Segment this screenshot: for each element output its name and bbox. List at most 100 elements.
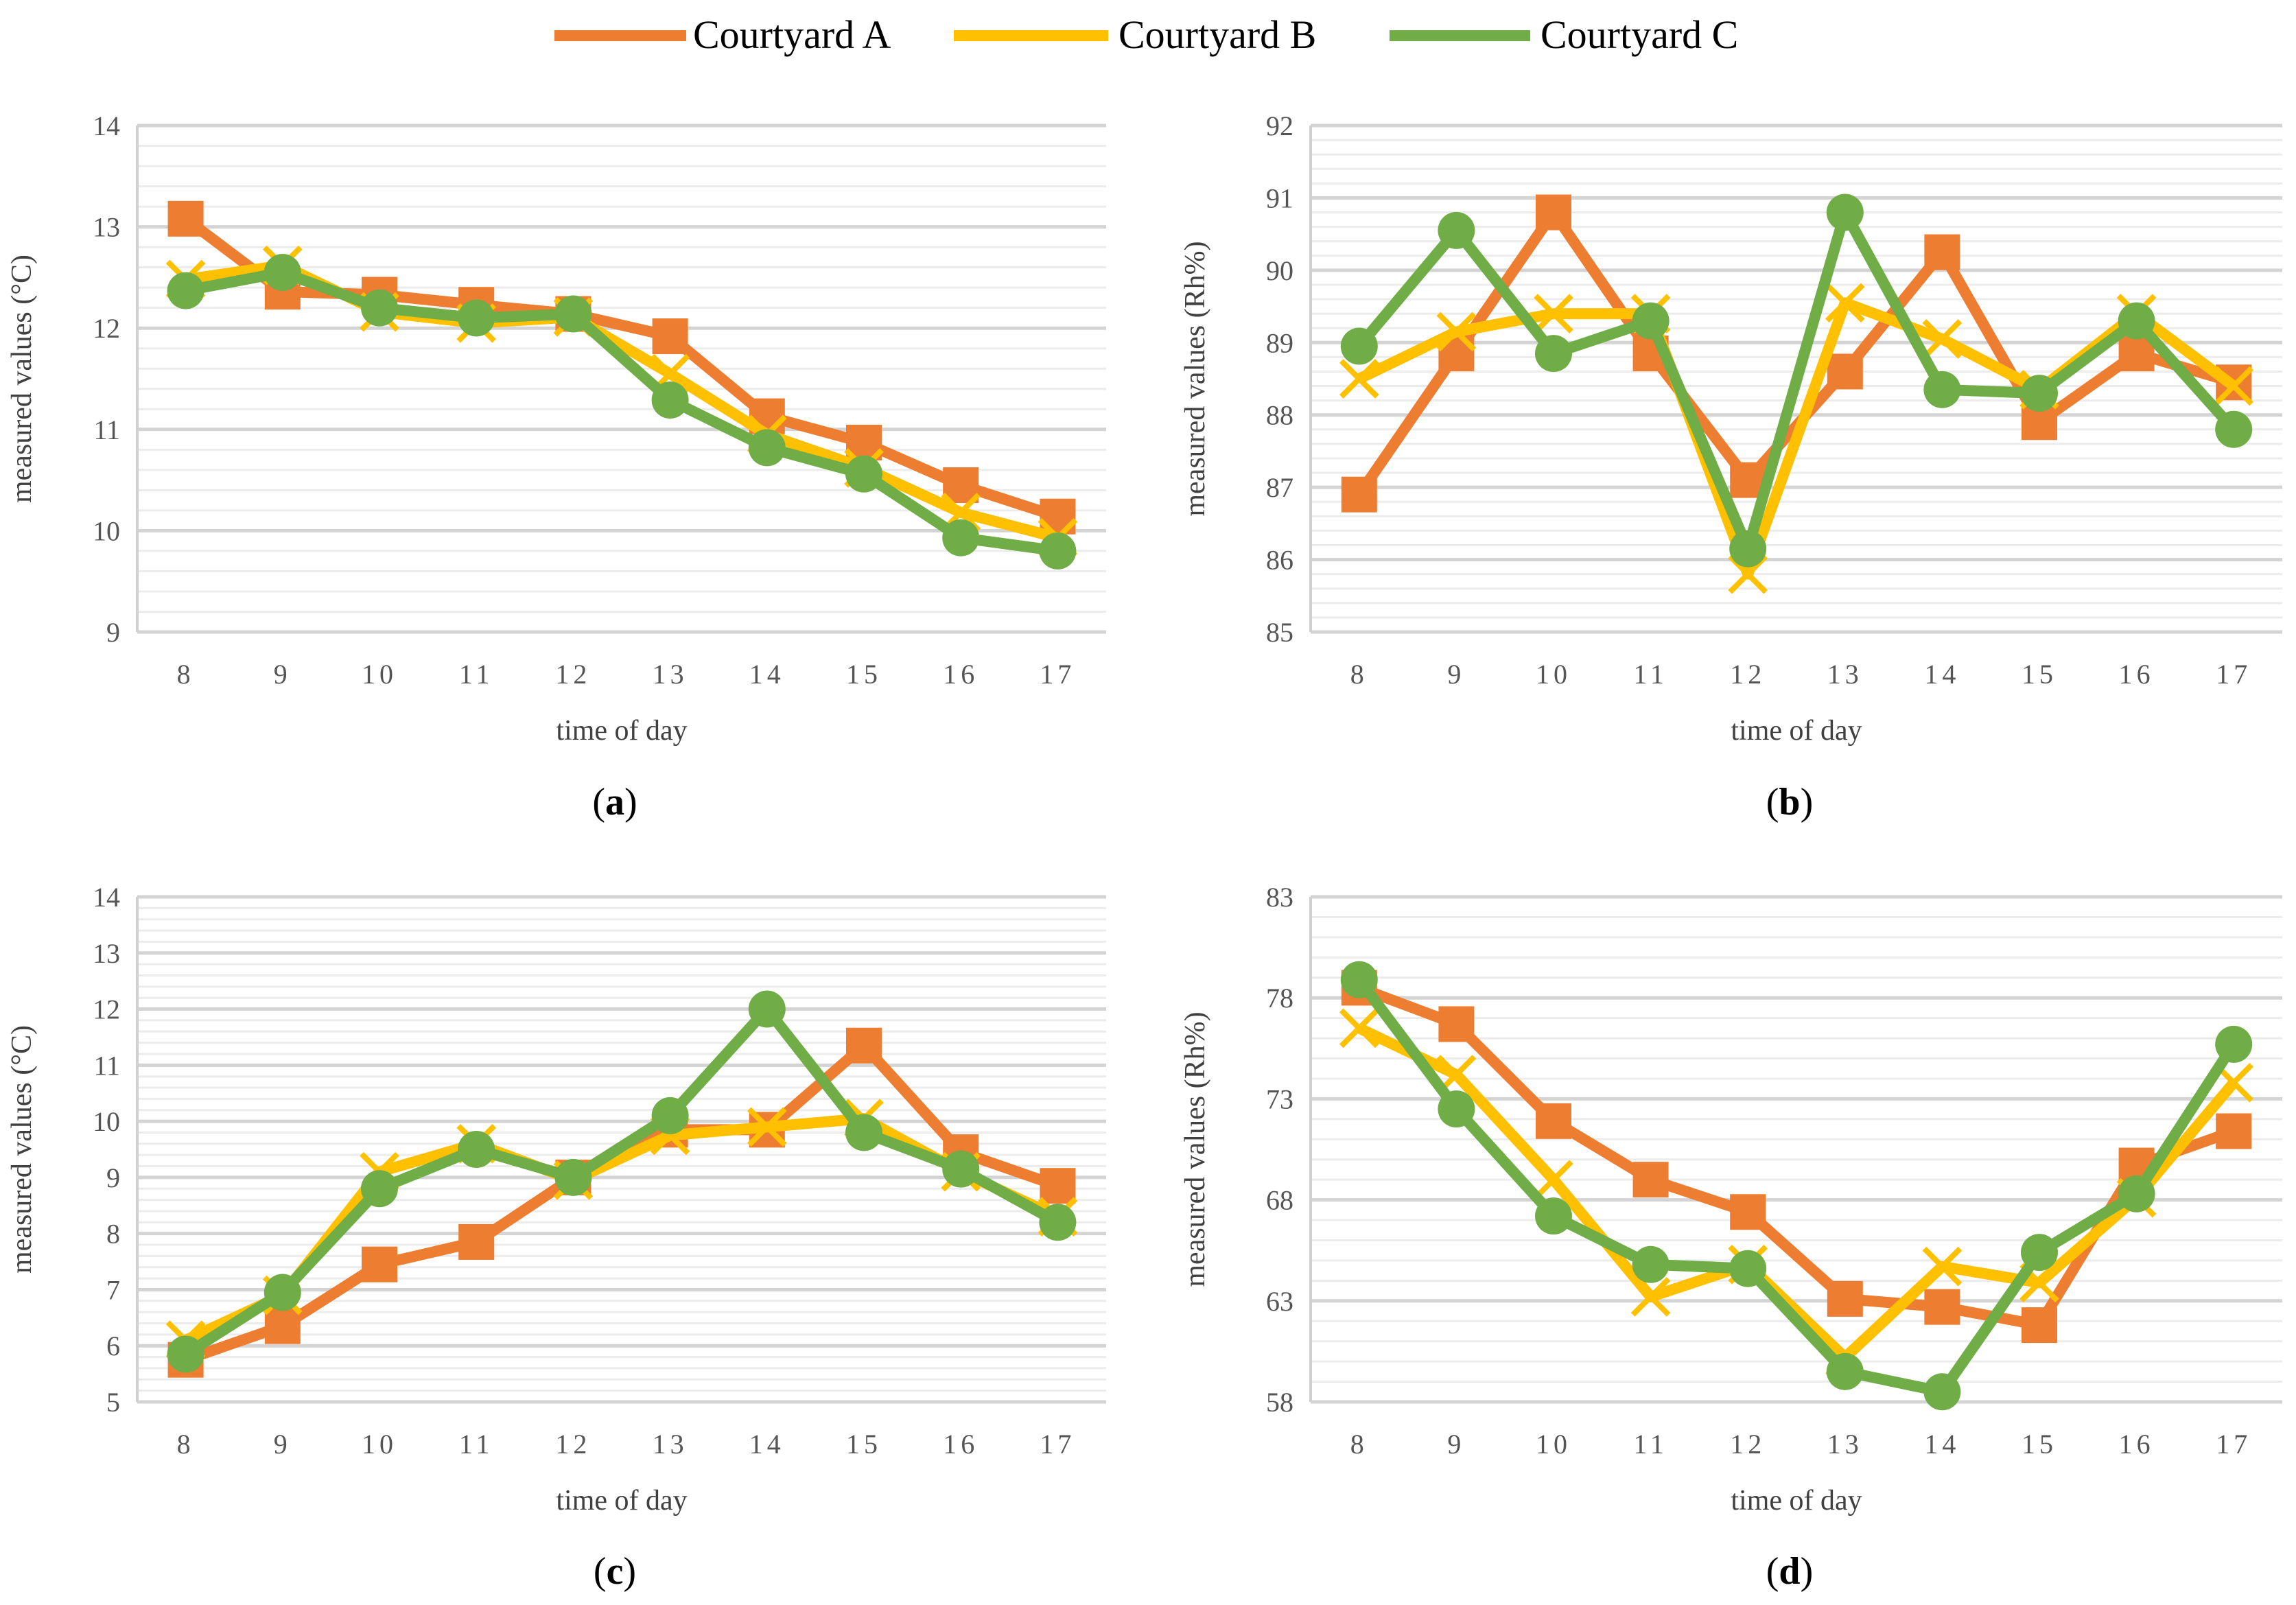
x-tick-label: 12 xyxy=(555,659,591,690)
data-point xyxy=(361,1170,398,1208)
data-point xyxy=(1923,1373,1961,1411)
data-point xyxy=(263,1274,301,1311)
x-tick-label: 12 xyxy=(1730,1429,1766,1460)
grid-b xyxy=(1309,124,2282,634)
x-tick-label: 15 xyxy=(2022,659,2057,690)
legend-label-c: Courtyard C xyxy=(1541,12,1738,57)
y-tick-label: 85 xyxy=(1266,617,1293,648)
data-point xyxy=(1729,1250,1767,1287)
data-point xyxy=(167,200,204,237)
data-point xyxy=(2118,302,2155,340)
data-point xyxy=(362,1246,397,1282)
data-point xyxy=(1730,1194,1766,1230)
y-tick-label: 10 xyxy=(93,1106,120,1137)
legend-label-a: Courtyard A xyxy=(693,12,891,57)
data-point xyxy=(554,1158,592,1196)
x-tick-label: 17 xyxy=(1040,1429,1075,1460)
data-point xyxy=(1341,476,1377,513)
x-tick-label: 14 xyxy=(1924,659,1960,690)
data-point xyxy=(1729,530,1767,567)
x-tick-label: 10 xyxy=(1536,1429,1571,1460)
y-tick-label: 5 xyxy=(106,1387,120,1418)
data-point xyxy=(1438,211,1475,249)
y-tick-label: 92 xyxy=(1266,110,1293,141)
data-point xyxy=(1536,1103,1571,1139)
x-tick-label: 16 xyxy=(2119,1429,2155,1460)
data-point xyxy=(2215,410,2253,448)
series-3 xyxy=(167,254,1077,570)
x-tick-label: 15 xyxy=(2022,1429,2057,1460)
data-point xyxy=(2214,366,2254,406)
x-tick-label: 17 xyxy=(2216,659,2251,690)
y-tick-label: 78 xyxy=(1266,983,1293,1014)
data-point xyxy=(458,1131,495,1168)
data-point xyxy=(361,289,398,327)
data-point xyxy=(1536,194,1571,231)
y-tick-label: 73 xyxy=(1266,1083,1293,1114)
y-tick-label: 6 xyxy=(106,1331,120,1361)
chart-panel-d: 58 63 68 73 78 83 8 9 10 11 12 13 14 15 16 17 measured … xyxy=(1180,882,2282,1593)
grid-a xyxy=(136,124,1106,634)
series-line xyxy=(183,1003,1061,1359)
y-tick-label: 14 xyxy=(93,110,120,141)
y-tick-label: 58 xyxy=(1266,1387,1293,1418)
y-tick-label: 87 xyxy=(1266,472,1293,503)
x-tick-label: 9 xyxy=(274,1429,292,1460)
data-point xyxy=(1924,234,1960,270)
data-point xyxy=(845,1114,882,1151)
y-tick-label: 13 xyxy=(93,938,120,969)
ticks-d: 58 63 68 73 78 83 8 9 10 11 12 13 14 15 16 17 xyxy=(1266,882,2251,1460)
ticks-a: 9 10 11 12 13 14 8 9 10 11 12 13 14 15 16 17 xyxy=(93,110,1071,690)
y-axis-label-c: measured values (°C) xyxy=(6,1025,38,1274)
data-point xyxy=(1632,1245,1670,1283)
y-tick-label: 11 xyxy=(93,1050,120,1081)
data-point xyxy=(1826,1352,1864,1390)
series-d xyxy=(1339,961,2254,1411)
x-tick-label: 12 xyxy=(1730,659,1766,690)
series-1 xyxy=(167,1027,1076,1378)
data-point xyxy=(1827,353,1863,390)
x-tick-label: 8 xyxy=(1350,1429,1368,1460)
data-point xyxy=(2215,1025,2253,1063)
x-tick-label: 17 xyxy=(2216,1429,2251,1460)
data-point xyxy=(1436,312,1477,352)
y-axis-label-d: measured values (Rh%) xyxy=(1180,1011,1211,1287)
x-tick-label: 14 xyxy=(749,659,785,690)
data-point xyxy=(1438,1090,1475,1128)
data-point xyxy=(1039,1204,1077,1241)
data-point xyxy=(167,1335,204,1373)
x-tick-label: 14 xyxy=(749,1429,785,1460)
series-line xyxy=(185,259,1059,543)
series-3 xyxy=(1340,961,2253,1411)
series-line xyxy=(185,267,1059,557)
data-point xyxy=(1340,327,1378,365)
y-tick-label: 86 xyxy=(1266,545,1293,576)
x-tick-label: 15 xyxy=(846,1429,882,1460)
data-point xyxy=(1438,1006,1475,1042)
data-point xyxy=(1827,1280,1863,1317)
x-tick-label: 9 xyxy=(1447,1429,1465,1460)
data-point xyxy=(1040,1168,1076,1204)
caption-b: (b) xyxy=(1766,781,1813,823)
x-tick-label: 8 xyxy=(177,659,195,690)
x-tick-label: 15 xyxy=(846,659,882,690)
data-point xyxy=(748,429,786,467)
data-point xyxy=(845,455,882,493)
y-axis-label-a: measured values (°C) xyxy=(6,255,38,503)
y-tick-label: 9 xyxy=(106,617,120,648)
y-tick-label: 12 xyxy=(93,313,120,344)
data-point xyxy=(1535,335,1572,373)
y-tick-label: 88 xyxy=(1266,400,1293,431)
caption-c: (c) xyxy=(594,1550,636,1593)
y-tick-label: 14 xyxy=(93,882,120,913)
data-point xyxy=(748,990,786,1028)
legend-label-b: Courtyard B xyxy=(1118,12,1316,57)
series-3 xyxy=(167,990,1077,1373)
data-point xyxy=(1632,1162,1669,1198)
y-tick-label: 68 xyxy=(1266,1185,1293,1216)
x-tick-label: 14 xyxy=(1924,1429,1960,1460)
series-line xyxy=(1357,1023,2238,1363)
y-tick-label: 11 xyxy=(93,414,120,445)
